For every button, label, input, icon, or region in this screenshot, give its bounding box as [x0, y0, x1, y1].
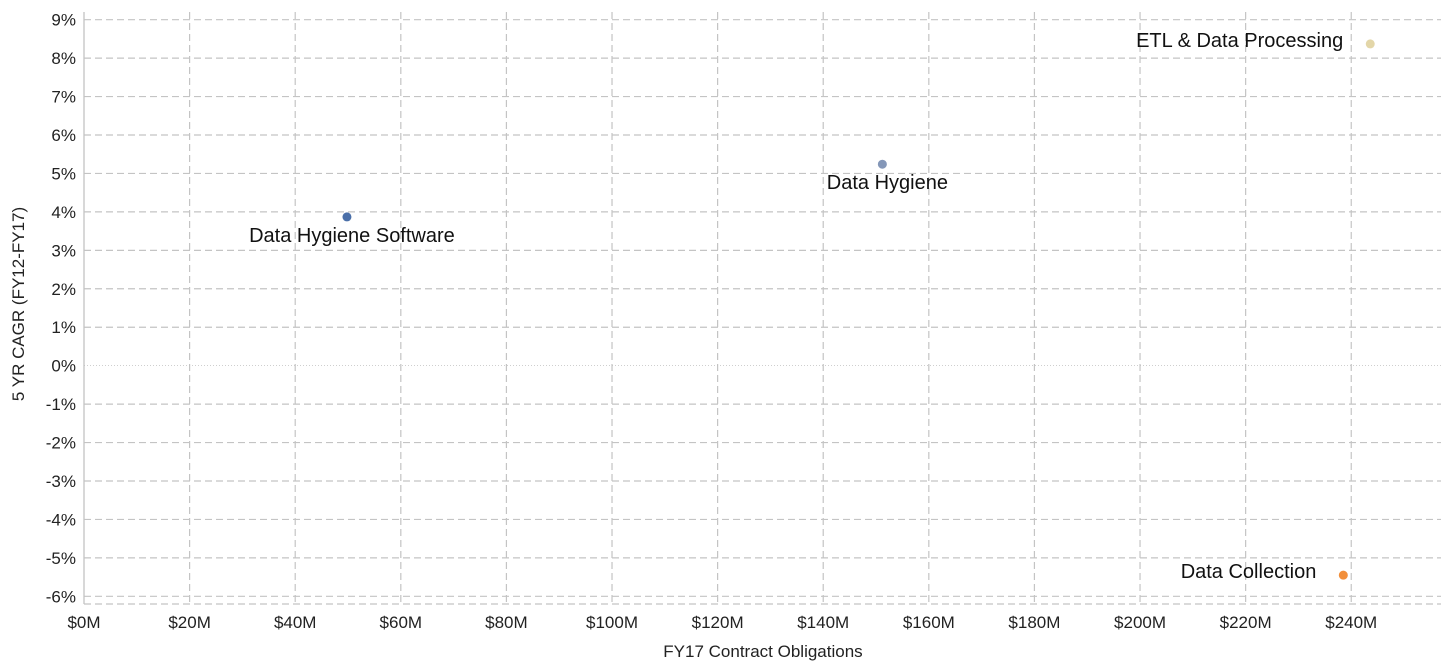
x-tick-label: $180M: [1008, 613, 1060, 632]
point-label: Data Hygiene Software: [249, 225, 455, 247]
x-axis-title: FY17 Contract Obligations: [663, 642, 862, 661]
y-tick-label: -1%: [46, 395, 76, 414]
grid-lines: [83, 12, 1441, 605]
x-tick-label: $240M: [1325, 613, 1377, 632]
y-tick-label: 1%: [51, 318, 76, 337]
x-tick-label: $60M: [380, 613, 423, 632]
y-tick-label: 0%: [51, 357, 76, 376]
y-tick-label: -6%: [46, 587, 76, 606]
point-labels: Data Hygiene Software Data Hygiene ETL & D…: [249, 30, 1343, 583]
x-tick-label: $100M: [586, 613, 638, 632]
y-tick-label: 4%: [51, 203, 76, 222]
y-tick-label: 2%: [51, 280, 76, 299]
data-point: [1338, 570, 1348, 580]
y-tick-label: 5%: [51, 164, 76, 183]
data-point: [877, 159, 887, 169]
x-tick-label: $80M: [485, 613, 528, 632]
y-tick-label: 3%: [51, 241, 76, 260]
x-tick-label: $220M: [1220, 613, 1272, 632]
y-tick-label: 6%: [51, 126, 76, 145]
y-axis-title: 5 YR CAGR (FY12-FY17): [9, 207, 28, 401]
x-tick-label: $200M: [1114, 613, 1166, 632]
y-tick-label: 7%: [51, 88, 76, 107]
y-tick-label: 8%: [51, 49, 76, 68]
point-label: Data Hygiene: [827, 172, 948, 194]
y-tick-label: -2%: [46, 434, 76, 453]
x-tick-label: $120M: [692, 613, 744, 632]
x-tick-label: $20M: [168, 613, 211, 632]
data-points: [342, 39, 1375, 580]
point-label: ETL & Data Processing: [1136, 30, 1343, 52]
axis-ticks: $0M $20M $40M $60M $80M $100M $120M $140M $160M $…: [46, 11, 1377, 632]
y-tick-label: -4%: [46, 510, 76, 529]
x-tick-label: $160M: [903, 613, 955, 632]
data-point: [342, 212, 352, 222]
point-label: Data Collection: [1181, 561, 1317, 583]
x-tick-label: $0M: [67, 613, 100, 632]
y-tick-label: -5%: [46, 549, 76, 568]
x-tick-label: $140M: [797, 613, 849, 632]
y-tick-label: 9%: [51, 11, 76, 30]
data-point: [1365, 39, 1375, 49]
x-tick-label: $40M: [274, 613, 317, 632]
y-tick-label: -3%: [46, 472, 76, 491]
